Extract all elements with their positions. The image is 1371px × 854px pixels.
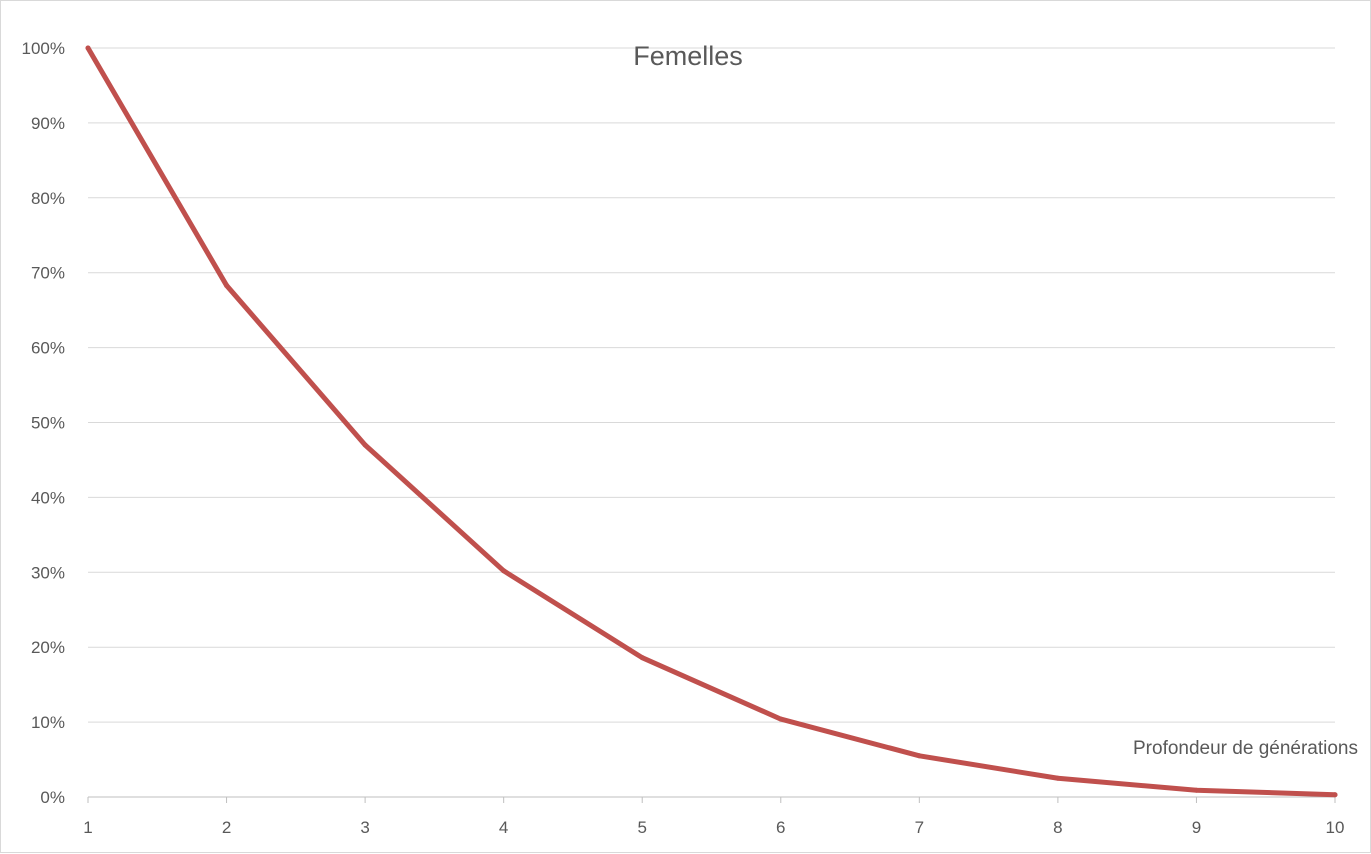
x-tick-label: 7 [915, 818, 924, 837]
y-tick-label: 100% [22, 39, 65, 58]
x-tick-label: 9 [1192, 818, 1201, 837]
series-line [88, 48, 1335, 795]
y-tick-label: 50% [31, 414, 65, 433]
x-tick-label: 6 [776, 818, 785, 837]
data-point [778, 717, 783, 722]
series-layer [86, 46, 1338, 798]
x-axis-tick-labels: 1 2 3 4 5 6 7 8 9 10 [83, 818, 1344, 837]
y-tick-label: 70% [31, 264, 65, 283]
y-tick-label: 90% [31, 114, 65, 133]
data-point [224, 283, 229, 288]
y-tick-label: 20% [31, 638, 65, 657]
x-tick-label: 10 [1326, 818, 1345, 837]
y-tick-label: 0% [40, 788, 65, 807]
data-point [501, 568, 506, 573]
x-tick-label: 1 [83, 818, 92, 837]
x-tick-label: 4 [499, 818, 508, 837]
data-point [1194, 788, 1199, 793]
x-tick-label: 3 [360, 818, 369, 837]
x-axis [88, 797, 1335, 803]
data-point [363, 442, 368, 447]
data-point [1333, 792, 1338, 797]
data-point [917, 753, 922, 758]
x-axis-title: Profondeur de générations [1133, 738, 1358, 759]
y-tick-label: 60% [31, 339, 65, 358]
chart-title: Femelles [633, 41, 743, 71]
data-point [1055, 776, 1060, 781]
y-tick-label: 30% [31, 563, 65, 582]
y-tick-label: 80% [31, 189, 65, 208]
y-tick-label: 40% [31, 488, 65, 507]
x-tick-label: 2 [222, 818, 231, 837]
gridlines [88, 48, 1335, 722]
data-point [640, 655, 645, 660]
y-axis-tick-labels: 0% 10% 20% 30% 40% 50% 60% 70% 80% 90% 100% [22, 39, 65, 807]
data-point [86, 46, 91, 51]
x-tick-label: 8 [1053, 818, 1062, 837]
x-tick-label: 5 [637, 818, 646, 837]
y-tick-label: 10% [31, 713, 65, 732]
